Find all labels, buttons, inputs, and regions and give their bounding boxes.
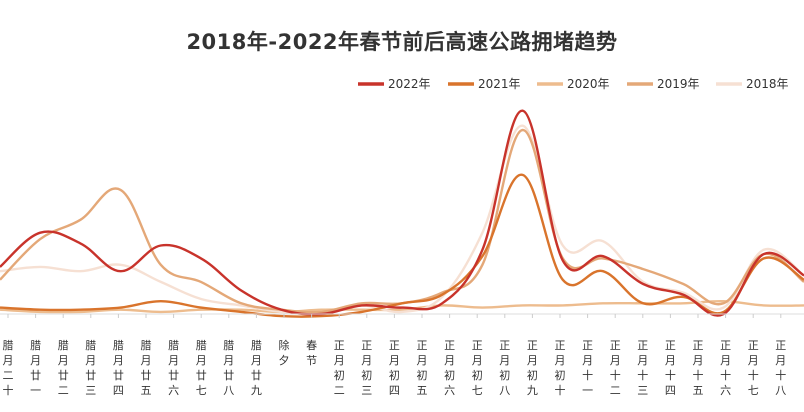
chart-title: 2018年-2022年春节前后高速公路拥堵趋势 <box>186 30 618 54</box>
x-tick-label: 春节 <box>306 339 317 367</box>
x-tick-label: 正月初二 <box>334 339 345 397</box>
legend-label: 2021年 <box>478 77 521 91</box>
x-tick-label: 正月初四 <box>389 339 400 397</box>
x-tick-label: 正月初六 <box>444 339 455 397</box>
legend-label: 2020年 <box>567 77 610 91</box>
x-tick-label: 腊月廿一 <box>30 339 41 397</box>
x-tick-label: 正月十七 <box>748 339 759 397</box>
x-tick-label: 腊月二十 <box>3 339 14 397</box>
series-line-0 <box>0 109 804 317</box>
x-tick-label: 腊月廿二 <box>58 339 69 397</box>
legend-label: 2018年 <box>746 77 789 91</box>
x-tick-label: 腊月廿九 <box>251 339 262 397</box>
x-tick-label: 正月十五 <box>693 339 704 397</box>
x-tick-label: 腊月廿八 <box>223 339 234 397</box>
series-line-3 <box>0 128 804 314</box>
x-tick-label: 正月初十 <box>555 339 566 397</box>
x-tick-label: 正月十八 <box>775 339 786 397</box>
x-tick-label: 腊月廿五 <box>141 339 152 397</box>
x-tick-label: 腊月廿四 <box>113 339 124 397</box>
x-tick-label: 正月初八 <box>499 339 510 397</box>
x-tick-marks <box>7 314 782 318</box>
legend: 2022年 2021年 2020年 2019年 2018年 <box>358 77 789 91</box>
x-tick-label: 正月十六 <box>720 339 731 397</box>
legend-label: 2022年 <box>388 77 431 91</box>
x-tick-label: 腊月廿三 <box>85 339 96 397</box>
x-tick-label: 正月十二 <box>610 339 621 397</box>
x-tick-label: 除夕 <box>279 338 290 367</box>
x-tick-label: 正月初九 <box>527 339 538 397</box>
series-line-2 <box>0 299 804 314</box>
legend-label: 2019年 <box>657 77 700 91</box>
x-tick-label: 正月初三 <box>361 339 372 397</box>
series-line-1 <box>0 173 804 318</box>
x-tick-label: 正月初五 <box>417 339 428 397</box>
x-tick-label: 正月十四 <box>665 339 676 397</box>
x-tick-label: 正月十一 <box>582 339 593 397</box>
x-tick-label: 腊月廿七 <box>196 339 207 397</box>
x-tick-label: 正月初七 <box>472 339 483 397</box>
x-tick-labels: 腊月二十 腊月廿一 腊月廿二 腊月廿三 腊月廿四 腊月廿五 腊月廿六 腊月廿七 腊月廿八 腊月廿九… <box>3 338 787 397</box>
series-line-4 <box>0 124 804 316</box>
x-tick-label: 腊月廿六 <box>168 339 179 397</box>
x-tick-label: 正月十三 <box>637 339 648 397</box>
series-lines <box>0 109 804 318</box>
